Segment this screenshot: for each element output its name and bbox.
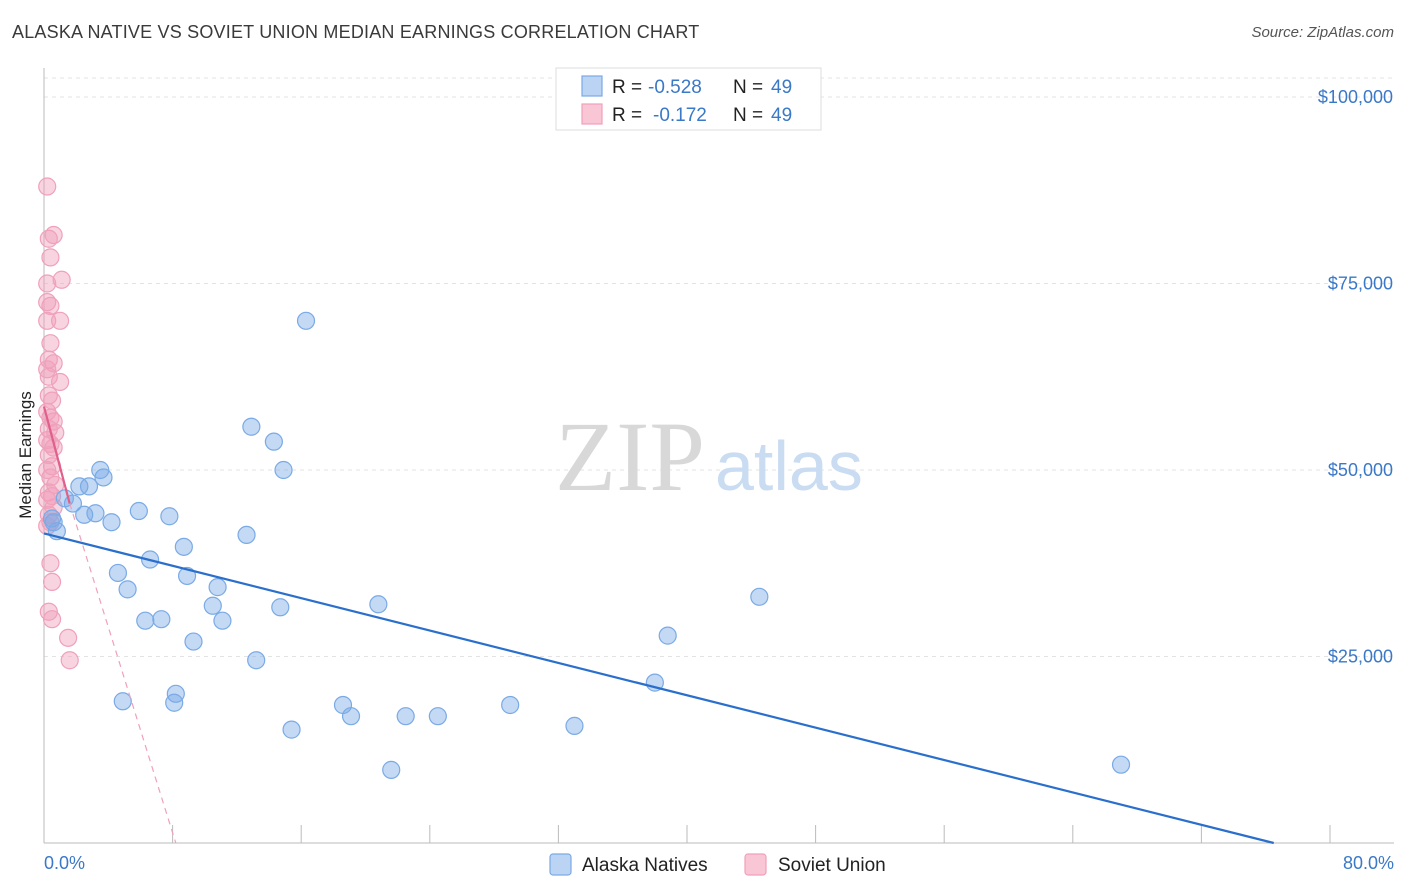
alaska-natives-point	[174, 537, 193, 556]
correlation-legend: R = -0.528 N = 49 R = -0.172 N = 49	[555, 67, 822, 131]
alaska-natives-point	[213, 611, 232, 630]
soviet-union-point	[38, 311, 57, 330]
legend-r-value-soviet: -0.172	[653, 105, 707, 126]
alaska-natives-point	[296, 311, 316, 330]
soviet-union-point	[41, 248, 60, 267]
alaska-natives-point	[160, 507, 179, 526]
soviet-union-points	[38, 177, 79, 670]
legend-n-label-alaska: N =	[733, 77, 763, 98]
alaska-trend-line	[43, 532, 1275, 845]
alaska-natives-point	[750, 587, 769, 606]
alaska-natives-point	[274, 460, 293, 480]
alaska-natives-point	[152, 610, 171, 629]
soviet-union-point	[42, 610, 62, 629]
alaska-natives-point	[271, 598, 290, 617]
alaska-natives-point	[341, 707, 361, 726]
alaska-natives-point	[166, 684, 185, 703]
alaska-natives-points	[42, 311, 1131, 779]
soviet-union-point	[38, 490, 57, 509]
series-legend: Alaska Natives Soviet Union	[549, 853, 886, 876]
alaska-natives-point	[102, 513, 121, 532]
y-tick-labels: $25,000 $50,000 $75,000 $100,000	[1318, 87, 1393, 667]
alaska-natives-point	[118, 580, 137, 599]
alaska-natives-point	[369, 595, 388, 614]
alaska-natives-point	[237, 525, 256, 545]
alaska-natives-point	[70, 477, 89, 496]
soviet-union-point	[39, 367, 58, 386]
alaska-natives-point	[382, 760, 401, 779]
alaska-natives-point	[113, 692, 132, 711]
legend-n-value-soviet: 49	[771, 105, 792, 126]
alaska-natives-point	[129, 501, 148, 521]
alaska-natives-point	[658, 626, 677, 645]
soviet-union-point	[38, 177, 57, 196]
soviet-trend-line-solid	[42, 406, 71, 504]
alaska-natives-point	[94, 468, 113, 487]
bottom-legend-swatch-alaska	[549, 853, 572, 876]
soviet-union-point	[50, 311, 70, 330]
soviet-union-point	[50, 372, 70, 392]
alaska-natives-point	[565, 716, 584, 735]
y-axis-label: Median Earnings	[16, 391, 35, 519]
alaska-natives-point	[1111, 755, 1131, 774]
legend-swatch-alaska	[581, 75, 603, 97]
y-tick-label: $100,000	[1318, 87, 1393, 107]
alaska-natives-point	[428, 707, 447, 726]
bottom-legend-label-alaska: Alaska Natives	[582, 855, 708, 876]
alaska-natives-point	[282, 720, 301, 739]
legend-n-label-soviet: N =	[733, 105, 763, 126]
alaska-natives-point	[264, 432, 283, 451]
soviet-union-point	[41, 296, 60, 315]
alaska-natives-point	[177, 566, 197, 586]
soviet-union-point	[38, 274, 57, 293]
legend-r-label-soviet: R =	[612, 105, 642, 126]
alaska-natives-point	[396, 707, 415, 726]
watermark-atlas: atlas	[715, 427, 863, 505]
x-tick-label-min: 0.0%	[44, 853, 85, 873]
alaska-natives-point	[208, 578, 227, 597]
legend-swatch-soviet	[581, 103, 603, 125]
y-tick-label: $50,000	[1328, 460, 1393, 480]
alaska-natives-point	[247, 651, 266, 670]
x-tick-label-max: 80.0%	[1343, 853, 1394, 873]
alaska-natives-point	[79, 477, 99, 496]
y-tick-label: $75,000	[1328, 274, 1393, 294]
grid-lines	[44, 77, 1394, 657]
soviet-union-point	[60, 651, 79, 670]
soviet-union-point	[42, 572, 62, 592]
source-label: Source: ZipAtlas.com	[1251, 24, 1394, 41]
legend-r-label-alaska: R =	[612, 77, 642, 98]
alaska-natives-point	[86, 504, 105, 523]
trend-lines	[42, 406, 1275, 845]
bottom-legend-label-soviet: Soviet Union	[778, 855, 886, 876]
soviet-union-point	[41, 554, 60, 573]
soviet-union-point	[44, 225, 63, 245]
y-tick-label: $25,000	[1328, 647, 1393, 667]
chart-title: ALASKA NATIVE VS SOVIET UNION MEDIAN EAR…	[12, 22, 700, 42]
soviet-union-point	[52, 270, 71, 289]
x-axis-ticks	[172, 825, 1331, 843]
alaska-natives-point	[108, 563, 128, 583]
alaska-natives-point	[136, 611, 155, 630]
soviet-union-point	[59, 628, 78, 647]
soviet-trend-line-dashed	[69, 503, 177, 844]
alaska-natives-point	[501, 695, 520, 715]
legend-n-value-alaska: 49	[771, 77, 792, 98]
alaska-natives-point	[184, 632, 203, 651]
watermark-zip: ZIP	[555, 401, 705, 512]
legend-r-value-alaska: -0.528	[648, 77, 702, 98]
alaska-natives-point	[242, 417, 261, 436]
bottom-legend-swatch-soviet	[744, 853, 767, 876]
soviet-union-point	[38, 360, 57, 379]
soviet-union-point	[41, 334, 60, 353]
alaska-natives-point	[203, 596, 222, 615]
